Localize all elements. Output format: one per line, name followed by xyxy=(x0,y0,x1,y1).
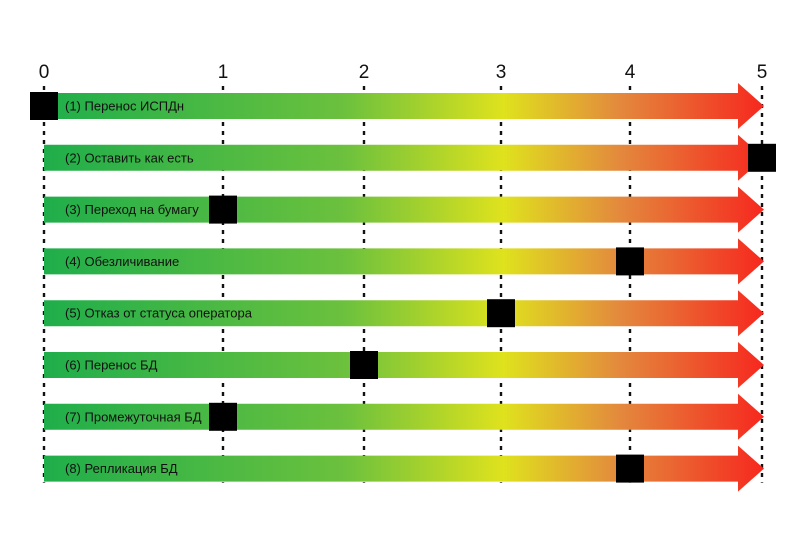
value-marker xyxy=(209,402,237,431)
bar-label: (7) Промежуточная БД xyxy=(65,409,202,424)
value-marker xyxy=(487,299,515,328)
x-tick-label: 2 xyxy=(359,62,370,83)
x-tick-label: 4 xyxy=(625,62,636,83)
value-marker xyxy=(209,195,237,224)
value-marker xyxy=(350,351,378,379)
bars: (1) Перенос ИСПДн (2) Оставить как есть (3… xyxy=(44,83,764,492)
bar-arrow xyxy=(44,83,764,129)
x-tick-label: 3 xyxy=(496,62,507,83)
bar-label: (4) Обезличивание xyxy=(65,254,179,269)
bar-arrow xyxy=(44,445,764,492)
x-tick-label: 5 xyxy=(757,62,768,83)
bar-arrow xyxy=(44,342,764,388)
value-markers xyxy=(30,92,776,483)
x-tick-label: 0 xyxy=(39,62,50,83)
x-tick-labels: 0 1 2 3 4 5 xyxy=(39,62,768,83)
bar-label: (5) Отказ от статуса оператора xyxy=(65,306,253,321)
bar-label: (1) Перенос ИСПДн xyxy=(65,99,184,114)
bar-arrow xyxy=(44,238,764,285)
value-marker xyxy=(616,247,644,276)
bar-arrow xyxy=(44,290,764,337)
bar-label: (6) Перенос БД xyxy=(65,358,158,373)
bar-arrow xyxy=(44,134,764,181)
value-marker xyxy=(616,454,644,483)
bar-label: (8) Репликация БД xyxy=(65,461,178,476)
value-marker xyxy=(748,143,776,172)
x-tick-label: 1 xyxy=(218,62,229,83)
value-marker xyxy=(30,92,58,120)
bar-label: (2) Оставить как есть xyxy=(65,150,194,165)
bar-label: (3) Переход на бумагу xyxy=(65,202,199,217)
